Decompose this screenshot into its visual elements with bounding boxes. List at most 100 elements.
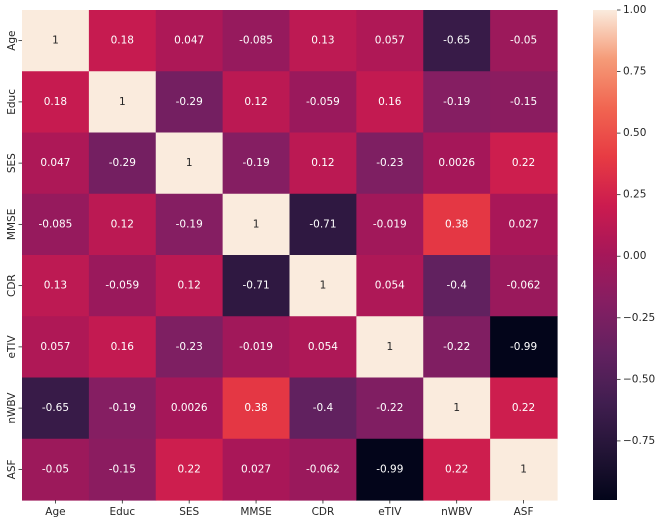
- heatmap-cell: [155, 316, 224, 379]
- cell-annotation: -0.23: [376, 157, 403, 169]
- y-tick-label: SES: [6, 153, 18, 173]
- cell-annotation: 0.13: [311, 35, 334, 47]
- cell-annotation: 1: [52, 35, 59, 47]
- heatmap-cell: [423, 255, 491, 317]
- heatmap-cell: [88, 438, 157, 501]
- heatmap-cell: [289, 193, 357, 256]
- heatmap-cell: [423, 316, 491, 379]
- cell-annotation: 0.047: [40, 157, 70, 169]
- heatmap-cell: [289, 316, 357, 379]
- heatmap-cell: [155, 71, 224, 134]
- y-tick-label: Age: [6, 30, 18, 50]
- cell-annotation: 0.22: [445, 463, 468, 475]
- heatmap-cell: [289, 377, 357, 440]
- x-tick-label: MMSE: [240, 506, 271, 518]
- heatmap-cell: [155, 132, 224, 195]
- cell-annotation: 0.38: [445, 218, 468, 230]
- x-tick-label: Age: [45, 506, 65, 518]
- heatmap-cell: [222, 377, 291, 440]
- y-tick-label: eTIV: [6, 334, 18, 358]
- x-tick-label: ASF: [514, 506, 534, 518]
- cell-annotation: -0.15: [510, 96, 537, 108]
- cell-annotation: 0.18: [44, 96, 67, 108]
- heatmap-cell: [88, 132, 157, 195]
- heatmap-cell: [356, 132, 424, 195]
- heatmap-cell: [222, 316, 291, 379]
- cell-annotation: 0.0026: [171, 402, 208, 414]
- heatmap-cell: [490, 71, 558, 134]
- heatmap-cell: [88, 316, 157, 379]
- cell-annotation: -0.19: [109, 402, 136, 414]
- cell-annotation: 0.057: [40, 341, 70, 353]
- heatmap-cell: [22, 132, 90, 195]
- cell-annotation: 0.054: [308, 341, 338, 353]
- heatmap-cell: [222, 255, 291, 317]
- heatmap-cells: [22, 10, 558, 501]
- heatmap-annotations: 1 0.18 0.047 -0.085 0.13 0.057 -0.65 -0.05 0.18 1…: [39, 35, 541, 476]
- colorbar-tick-label: 1.00: [623, 4, 646, 16]
- heatmap-cell: [22, 71, 90, 134]
- heatmap-cell: [155, 10, 224, 72]
- cell-annotation: -0.05: [510, 35, 537, 47]
- heatmap-cell: [356, 255, 424, 317]
- heatmap-cell: [289, 438, 357, 501]
- heatmap-cell: [490, 316, 558, 379]
- x-tick-label: nWBV: [441, 506, 473, 518]
- cell-annotation: 0.16: [378, 96, 402, 108]
- heatmap-cell: [22, 193, 90, 256]
- heatmap-cell: [289, 255, 357, 317]
- heatmap-cell: [22, 255, 90, 317]
- cell-annotation: 0.12: [177, 280, 200, 292]
- heatmap-cell: [356, 193, 424, 256]
- heatmap-cell: [289, 71, 357, 134]
- x-tick-label: eTIV: [378, 506, 402, 518]
- heatmap-cell: [22, 377, 90, 440]
- heatmap-cell: [356, 71, 424, 134]
- cell-annotation: 0.12: [111, 218, 134, 230]
- cell-annotation: -0.65: [42, 402, 69, 414]
- cell-annotation: -0.71: [242, 280, 269, 292]
- cell-annotation: -0.15: [109, 463, 136, 475]
- cell-annotation: -0.059: [105, 280, 139, 292]
- heatmap-cell: [22, 316, 90, 379]
- heatmap-cell: [423, 377, 491, 440]
- cell-annotation: 1: [253, 218, 260, 230]
- cell-annotation: 0.22: [512, 402, 535, 414]
- cell-annotation: -0.085: [239, 35, 273, 47]
- cell-annotation: -0.019: [373, 218, 407, 230]
- cell-annotation: -0.062: [306, 463, 340, 475]
- cell-annotation: -0.4: [446, 280, 467, 292]
- colorbar-tick-label: 0.00: [623, 250, 646, 262]
- colorbar-tick-label: 0.75: [623, 66, 646, 78]
- heatmap-cell: [289, 132, 357, 195]
- cell-annotation: 0.054: [375, 280, 405, 292]
- cell-annotation: 0.12: [311, 157, 334, 169]
- heatmap-cell: [155, 438, 224, 501]
- cell-annotation: -0.19: [242, 157, 269, 169]
- cell-annotation: 0.027: [241, 463, 271, 475]
- heatmap-cell: [222, 132, 291, 195]
- cell-annotation: 1: [386, 341, 393, 353]
- x-axis-ticks: Age Educ SES MMSE CDR eTIV nWBV ASF: [45, 500, 534, 518]
- cell-annotation: 0.0026: [438, 157, 475, 169]
- cell-annotation: -0.05: [42, 463, 69, 475]
- heatmap-cell: [423, 132, 491, 195]
- x-tick-label: SES: [179, 506, 199, 518]
- cell-annotation: -0.059: [306, 96, 340, 108]
- cell-annotation: 1: [453, 402, 460, 414]
- heatmap-cell: [490, 132, 558, 195]
- heatmap-cell: [490, 438, 558, 501]
- heatmap-cell: [88, 193, 157, 256]
- cell-annotation: 0.22: [512, 157, 535, 169]
- heatmap-cell: [88, 377, 157, 440]
- cell-annotation: -0.65: [443, 35, 470, 47]
- heatmap-cell: [490, 377, 558, 440]
- heatmap-cell: [22, 10, 90, 72]
- heatmap-cell: [222, 438, 291, 501]
- colorbar-tick-label: 0.50: [623, 127, 646, 139]
- cell-annotation: 0.12: [244, 96, 267, 108]
- heatmap-cell: [423, 10, 491, 72]
- cell-annotation: -0.019: [239, 341, 273, 353]
- cell-annotation: -0.99: [510, 341, 537, 353]
